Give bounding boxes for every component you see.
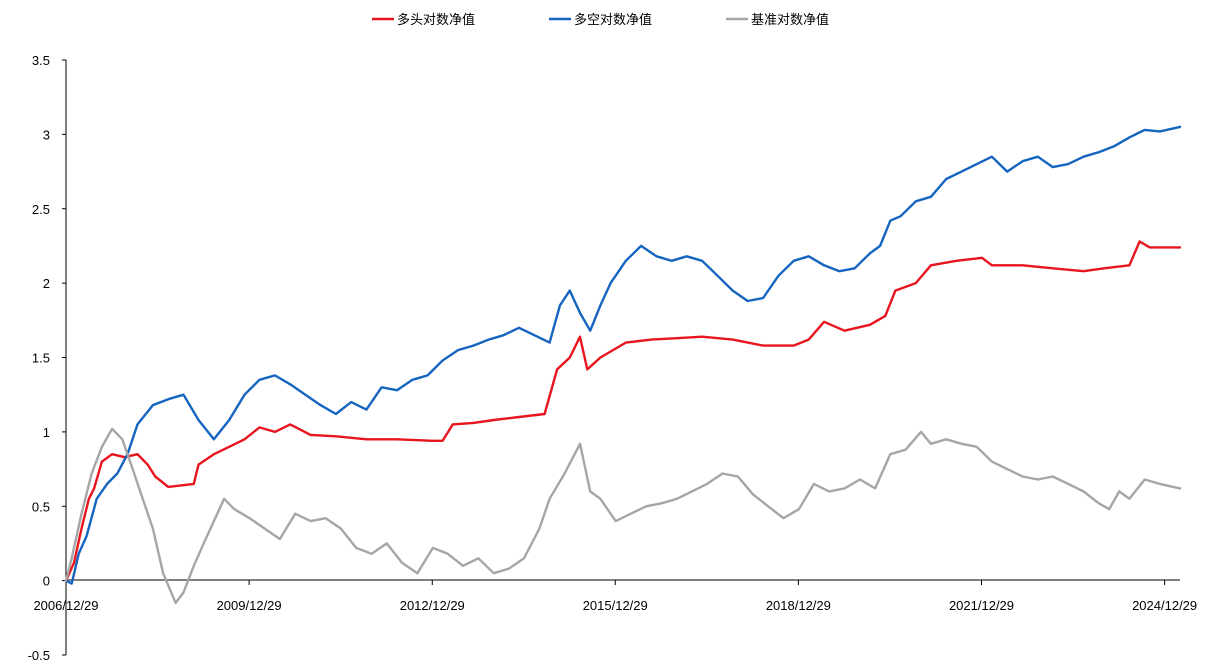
series-line-2: [64, 125, 1182, 585]
y-tick-label: 2.5: [32, 202, 50, 217]
x-tick-label: 2024/12/29: [1132, 598, 1197, 613]
y-tick-label: 0.5: [32, 499, 50, 514]
chart-legend: 多头对数净值 多空对数净值 基准对数净值: [372, 12, 829, 28]
y-tick-label: 0: [43, 574, 50, 589]
y-axis: 3.5 3 2.5 2 1.5 1 0.5 0 -0.5: [28, 53, 67, 663]
x-tick-label: 2009/12/29: [217, 598, 282, 613]
y-tick-label: 3: [43, 127, 50, 142]
x-tick-label: 2021/12/29: [949, 598, 1014, 613]
series-layer: [64, 125, 1182, 605]
x-tick-label: 2006/12/29: [33, 598, 98, 613]
x-tick-label: 2012/12/29: [400, 598, 465, 613]
y-tick-label: 3.5: [32, 53, 50, 68]
y-tick-label: 2: [43, 276, 50, 291]
legend-label: 基准对数净值: [751, 12, 829, 28]
x-tick-label: 2018/12/29: [766, 598, 831, 613]
x-axis: 2006/12/29 2009/12/29 2012/12/29 2015/12/29…: [33, 579, 1197, 613]
legend-label: 多空对数净值: [574, 12, 652, 28]
y-tick-label: 1.5: [32, 351, 50, 366]
x-tick-label: 2015/12/29: [583, 598, 648, 613]
y-tick-label: 1: [43, 425, 50, 440]
series-line-1: [64, 240, 1182, 582]
series-line-3: [64, 427, 1182, 605]
y-tick-label: -0.5: [28, 648, 50, 663]
legend-label: 多头对数净值: [397, 12, 475, 28]
